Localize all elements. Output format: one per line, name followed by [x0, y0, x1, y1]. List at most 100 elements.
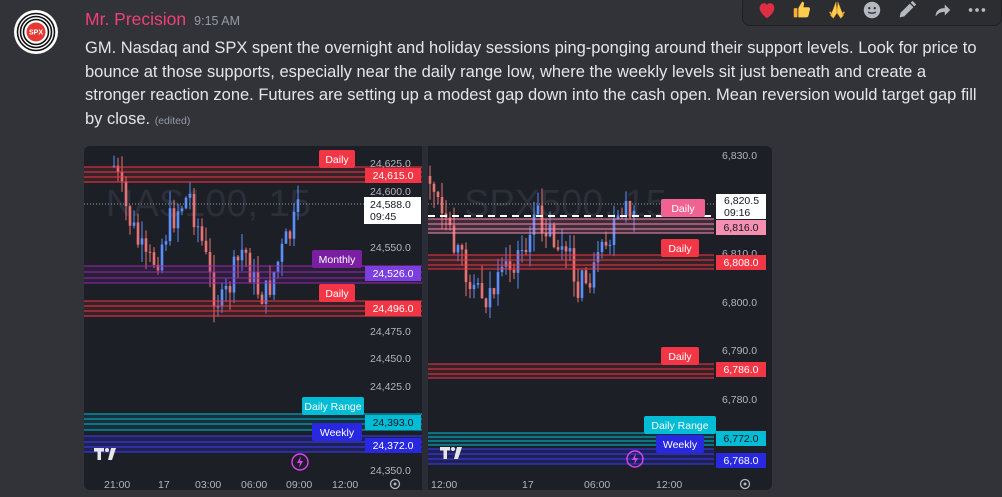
left-watermark: NAS100, 15: [106, 183, 311, 225]
right-x-tick-2: 06:00: [584, 479, 610, 490]
candle-body: [520, 250, 524, 252]
candle-body: [508, 261, 512, 270]
left-y-tick-6: 24,350.0: [370, 465, 411, 477]
candle-body: [264, 280, 268, 304]
candle-body: [216, 306, 220, 308]
left-tag-0: Daily: [325, 154, 349, 166]
candle-body: [220, 289, 224, 307]
add-reaction-button[interactable]: [858, 0, 886, 24]
candle-body: [544, 233, 548, 237]
right-lightning-icon[interactable]: [626, 450, 644, 468]
candle-body: [548, 224, 552, 237]
candle-body: [132, 222, 136, 226]
chart-image-attachment[interactable]: NAS100, 15: [84, 146, 772, 490]
left-level-price-1: 24,526.0: [373, 268, 414, 280]
more-icon: [969, 8, 986, 12]
avatar[interactable]: SPX: [14, 10, 58, 54]
forward-icon: [935, 4, 951, 17]
timestamp[interactable]: 9:15 AM: [194, 14, 241, 28]
left-x-tick-4: 09:00: [286, 479, 312, 490]
candle-body: [604, 241, 608, 246]
candle-body: [448, 217, 452, 226]
candle-body: [456, 245, 460, 253]
right-x-tick-3: 12:00: [656, 479, 682, 490]
right-chart-panel: SPX500, 15: [428, 146, 772, 490]
candle-body: [468, 282, 472, 290]
candle-body: [240, 249, 244, 261]
panel-divider: [422, 146, 428, 490]
candle-body: [560, 246, 564, 250]
left-y-tick-4: 24,450.0: [370, 353, 411, 365]
forward-button[interactable]: [928, 0, 956, 24]
left-x-axis: 21:00 17 03:00 06:00 09:00 12:00: [104, 479, 358, 490]
candle-body: [476, 283, 480, 285]
right-current-price: 6,820.5: [724, 195, 759, 207]
edit-button[interactable]: [893, 0, 921, 24]
left-tag-4: Weekly: [320, 427, 355, 439]
right-y-tick-4: 6,780.0: [722, 394, 757, 406]
heart-emoji-icon: [759, 3, 774, 19]
candle-body: [176, 211, 180, 229]
left-y-tick-5: 24,425.0: [370, 381, 411, 393]
left-x-tick-2: 03:00: [195, 479, 221, 490]
message-action-bar: [742, 0, 1002, 26]
thumbs-up-reaction-button[interactable]: [788, 0, 816, 24]
left-tag-3: Daily Range: [304, 401, 361, 413]
praying-hands-reaction-button[interactable]: [823, 0, 851, 24]
left-x-tick-0: 21:00: [104, 479, 130, 490]
left-tag-2: Daily: [325, 288, 349, 300]
heart-reaction-button[interactable]: [753, 0, 781, 24]
right-level-tags: Daily 6,820.5 09:16 6,816.0 Daily 6,808.…: [644, 194, 766, 468]
add-reaction-icon: [863, 1, 881, 19]
left-x-tick-1: 17: [158, 479, 170, 490]
left-tag-1: Monthly: [319, 254, 357, 266]
candle-body: [632, 210, 636, 218]
candle-body: [188, 193, 192, 198]
right-tag-1: Daily: [668, 243, 692, 255]
candle-body: [464, 249, 468, 283]
candle-body: [284, 231, 288, 244]
candle-body: [272, 272, 276, 295]
candle-body: [112, 165, 116, 167]
left-lightning-icon[interactable]: [291, 453, 309, 471]
candle-body: [600, 241, 604, 253]
candle-body: [252, 271, 256, 283]
candle-body: [608, 244, 612, 246]
username[interactable]: Mr. Precision: [85, 9, 187, 29]
left-current-price: 24,588.0: [370, 199, 411, 211]
candle-body: [116, 165, 120, 173]
candle-body: [172, 208, 176, 229]
left-x-tick-3: 06:00: [241, 479, 267, 490]
candle-body: [584, 270, 588, 284]
more-button[interactable]: [963, 0, 991, 24]
candle-body: [156, 264, 160, 271]
candle-body: [280, 243, 284, 262]
candle-body: [588, 283, 592, 288]
left-settings-icon[interactable]: [389, 478, 401, 490]
candle-body: [576, 281, 580, 298]
right-level-price-0: 6,816.0: [723, 222, 758, 234]
right-countdown: 09:16: [724, 207, 750, 219]
right-settings-icon[interactable]: [739, 478, 751, 490]
candle-body: [208, 252, 212, 272]
candle-body: [492, 288, 496, 295]
left-level-price-4: 24,372.0: [373, 440, 414, 452]
candle-body: [472, 284, 476, 290]
candle-body: [452, 225, 456, 253]
candle-body: [432, 183, 436, 192]
candle-body: [428, 176, 432, 184]
candle-body: [440, 197, 444, 214]
candle-body: [224, 285, 228, 290]
candle-body: [232, 256, 236, 293]
candle-body: [504, 261, 508, 267]
candle-body: [532, 214, 536, 235]
avatar-logo-icon: SPX: [15, 11, 57, 53]
candle-body: [580, 270, 584, 298]
left-y-tick-3: 24,475.0: [370, 326, 411, 338]
candle-body: [564, 246, 568, 252]
message-text: GM. Nasdaq and SPX spent the overnight a…: [85, 39, 977, 128]
candle-body: [192, 193, 196, 228]
right-tag-0: Daily: [671, 203, 695, 215]
candle-body: [528, 234, 532, 253]
candle-body: [616, 215, 620, 219]
